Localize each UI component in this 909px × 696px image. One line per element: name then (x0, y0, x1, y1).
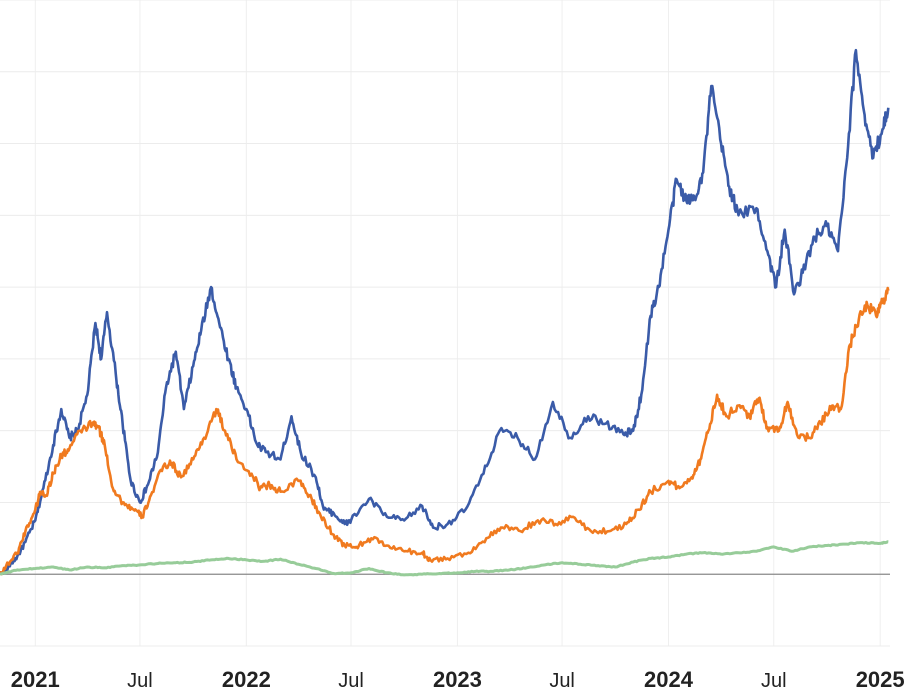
x-tick-label: 2022 (222, 667, 271, 692)
x-tick-label: 2024 (644, 667, 694, 692)
y-gridlines (0, 0, 890, 647)
x-tick-label: 2021 (11, 667, 60, 692)
x-axis-tick-labels: 2021 Jul 2022 Jul 2023 Jul 2024 Jul 2025 (11, 667, 905, 692)
series-line-1 (0, 48, 890, 575)
x-tick-label: 2025 (856, 667, 905, 692)
series-lines (0, 48, 890, 577)
x-gridlines (34, 0, 881, 646)
x-tick-label: 2023 (433, 667, 482, 692)
x-tick-label: Jul (549, 670, 575, 692)
x-tick-label: Jul (338, 670, 364, 692)
series-line-2 (0, 286, 890, 576)
series-line-3 (0, 540, 889, 577)
x-tick-label: Jul (127, 670, 153, 692)
x-tick-label: Jul (761, 670, 787, 692)
